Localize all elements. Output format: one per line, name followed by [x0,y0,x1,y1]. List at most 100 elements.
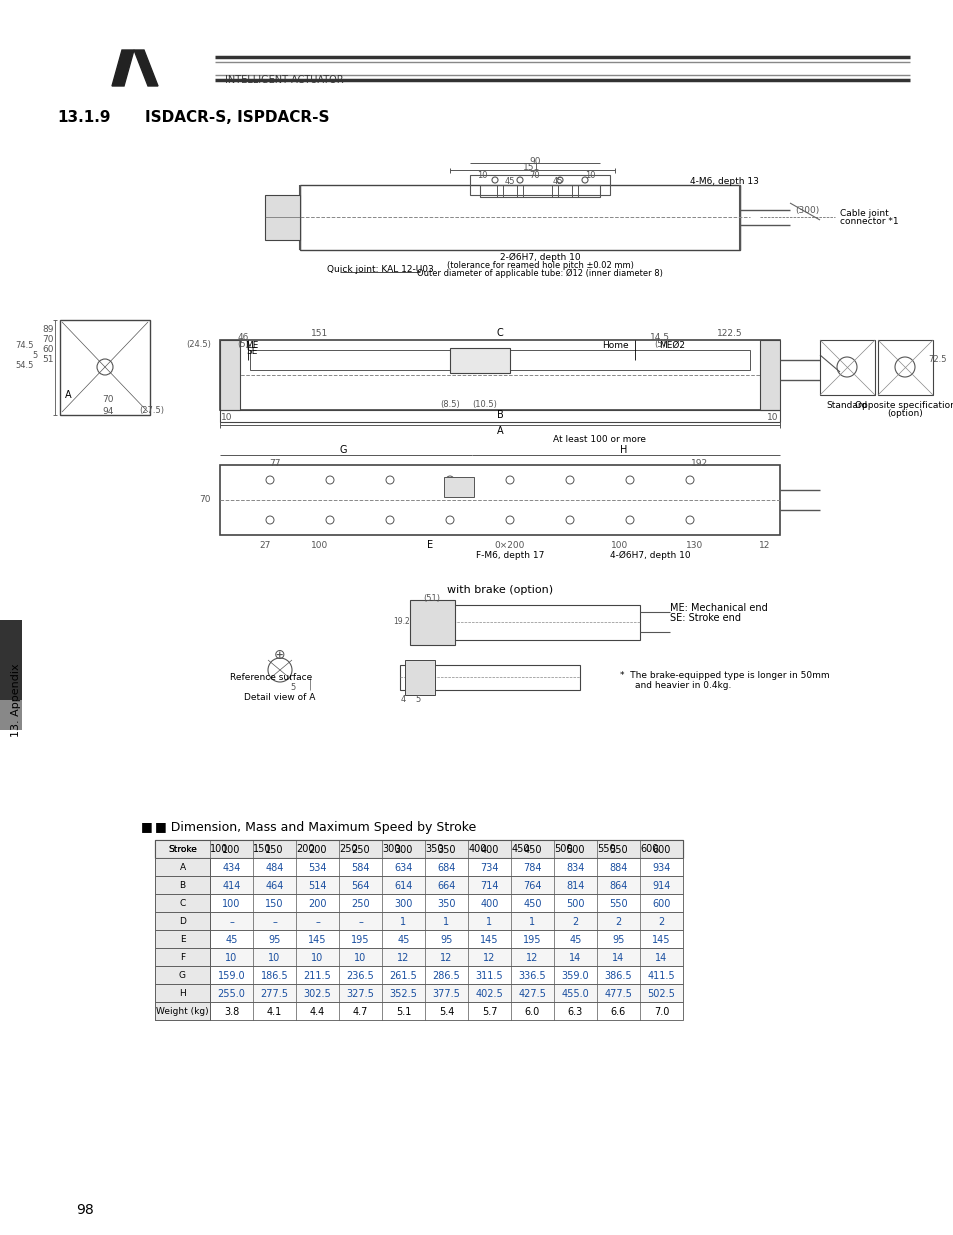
Text: 27: 27 [259,541,271,550]
Bar [220,340,240,410]
Text: ME: ME [245,341,258,350]
Text: 45: 45 [396,935,409,945]
Text: 300: 300 [394,899,413,909]
Text: 450: 450 [511,844,529,853]
Text: C: C [497,329,503,338]
Text: 51: 51 [42,356,53,364]
Text: 1: 1 [486,918,492,927]
Bar [0,700,22,730]
Text: –: – [357,918,362,927]
Text: 45: 45 [504,177,515,185]
Text: 4-M6, depth 13: 4-M6, depth 13 [689,177,758,185]
Text: (24.5): (24.5) [187,341,212,350]
Text: 14.5: 14.5 [649,332,669,342]
Text: 77: 77 [269,458,280,468]
Text: 6.3: 6.3 [567,1007,582,1016]
Text: 300: 300 [394,845,413,855]
Text: 277.5: 277.5 [260,989,288,999]
Bar [265,195,299,240]
Text: 10: 10 [476,170,487,179]
Text: 784: 784 [522,863,541,873]
Text: 200: 200 [296,844,314,853]
Bar [760,340,780,410]
Text: 2: 2 [658,918,664,927]
Bar [154,894,210,911]
Text: 145: 145 [479,935,498,945]
Text: 614: 614 [394,881,413,890]
Text: ■: ■ [141,820,152,834]
Text: Standard: Standard [825,400,866,410]
Bar [154,930,682,948]
Text: 1: 1 [400,918,406,927]
Text: 414: 414 [222,881,240,890]
Text: SE: SE [246,347,257,357]
Text: 500: 500 [554,844,572,853]
Bar [877,340,932,395]
Text: 2: 2 [615,918,621,927]
Text: 151: 151 [311,329,328,337]
Text: (5): (5) [654,341,665,350]
Text: 250: 250 [351,845,370,855]
Text: 122.5: 122.5 [717,329,742,337]
Text: 261.5: 261.5 [389,971,416,981]
Text: 151: 151 [523,163,540,173]
Text: 6.6: 6.6 [610,1007,625,1016]
Text: 150: 150 [253,844,272,853]
Bar [552,185,558,198]
Bar [154,930,210,948]
Bar [154,911,682,930]
Text: 70: 70 [529,170,539,179]
Bar [154,1002,210,1020]
Bar [470,175,609,195]
Text: 550: 550 [609,845,627,855]
Text: Opposite specification: Opposite specification [854,400,953,410]
Text: 500: 500 [566,899,584,909]
Text: 684: 684 [436,863,456,873]
Text: 377.5: 377.5 [432,989,460,999]
Text: 14: 14 [569,953,581,963]
Bar [220,410,780,422]
Bar [154,858,682,876]
Text: 250: 250 [351,899,370,909]
Bar [220,466,780,535]
Polygon shape [133,49,158,86]
Bar [410,600,455,645]
Text: 450: 450 [522,899,541,909]
Text: 5: 5 [32,351,37,359]
Text: 70: 70 [42,336,53,345]
Text: 550: 550 [609,899,627,909]
Text: (51): (51) [423,594,440,603]
Bar [517,185,522,198]
Bar [419,605,639,640]
Text: G: G [339,445,347,454]
Text: F: F [180,953,185,962]
Text: 350: 350 [436,899,456,909]
Text: H: H [179,989,186,999]
Bar [154,876,210,894]
Text: D: D [179,918,186,926]
Text: 5: 5 [415,695,420,704]
Text: 19.2: 19.2 [394,618,410,626]
Text: 145: 145 [652,935,670,945]
Text: 864: 864 [609,881,627,890]
Text: 89: 89 [42,326,53,335]
Text: 74.5: 74.5 [16,341,34,350]
Text: 12: 12 [440,953,453,963]
Text: 634: 634 [394,863,413,873]
Bar [820,340,874,395]
Text: 10: 10 [311,953,323,963]
Text: 100: 100 [611,541,628,550]
Bar [497,185,502,198]
Text: 98: 98 [76,1203,93,1216]
Text: 90: 90 [529,157,540,165]
Text: B: B [179,882,186,890]
Text: –: – [272,918,276,927]
Text: Cable joint: Cable joint [840,209,888,217]
Text: 286.5: 286.5 [432,971,460,981]
Text: 100: 100 [222,845,240,855]
Text: 300: 300 [382,844,400,853]
Text: 10: 10 [766,412,778,421]
Text: 350: 350 [436,845,456,855]
Text: 12: 12 [526,953,538,963]
Text: (tolerance for reamed hole pitch ±0.02 mm): (tolerance for reamed hole pitch ±0.02 m… [446,261,633,269]
